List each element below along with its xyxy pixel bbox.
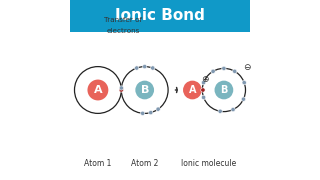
Text: electrons: electrons	[107, 28, 140, 34]
Text: Ionic molecule: Ionic molecule	[180, 159, 236, 168]
Circle shape	[183, 81, 202, 99]
Text: A: A	[93, 85, 102, 95]
Circle shape	[119, 86, 124, 90]
Circle shape	[222, 66, 226, 71]
Bar	[70, 0, 250, 31]
Circle shape	[87, 80, 108, 100]
Circle shape	[202, 80, 206, 85]
Text: B: B	[220, 85, 228, 95]
Circle shape	[241, 97, 246, 101]
Text: Atom 1: Atom 1	[84, 159, 112, 168]
Text: Ionic Bond: Ionic Bond	[115, 8, 205, 23]
Circle shape	[150, 66, 155, 70]
Text: B: B	[140, 85, 149, 95]
Circle shape	[134, 66, 139, 70]
Text: Atom 2: Atom 2	[131, 159, 158, 168]
Text: Transfer of: Transfer of	[104, 17, 142, 23]
Circle shape	[233, 69, 237, 73]
Circle shape	[201, 88, 205, 92]
Circle shape	[140, 111, 145, 116]
Text: ⊖: ⊖	[244, 63, 251, 72]
Circle shape	[156, 107, 160, 111]
Text: ⊕: ⊕	[201, 75, 208, 84]
Circle shape	[135, 81, 154, 99]
Circle shape	[214, 81, 233, 99]
Circle shape	[211, 69, 215, 73]
Circle shape	[202, 95, 206, 100]
Circle shape	[119, 88, 124, 92]
Circle shape	[242, 80, 246, 85]
Circle shape	[148, 111, 153, 115]
Circle shape	[231, 107, 235, 112]
Circle shape	[142, 64, 147, 69]
Text: A: A	[189, 85, 196, 95]
Circle shape	[218, 109, 222, 113]
